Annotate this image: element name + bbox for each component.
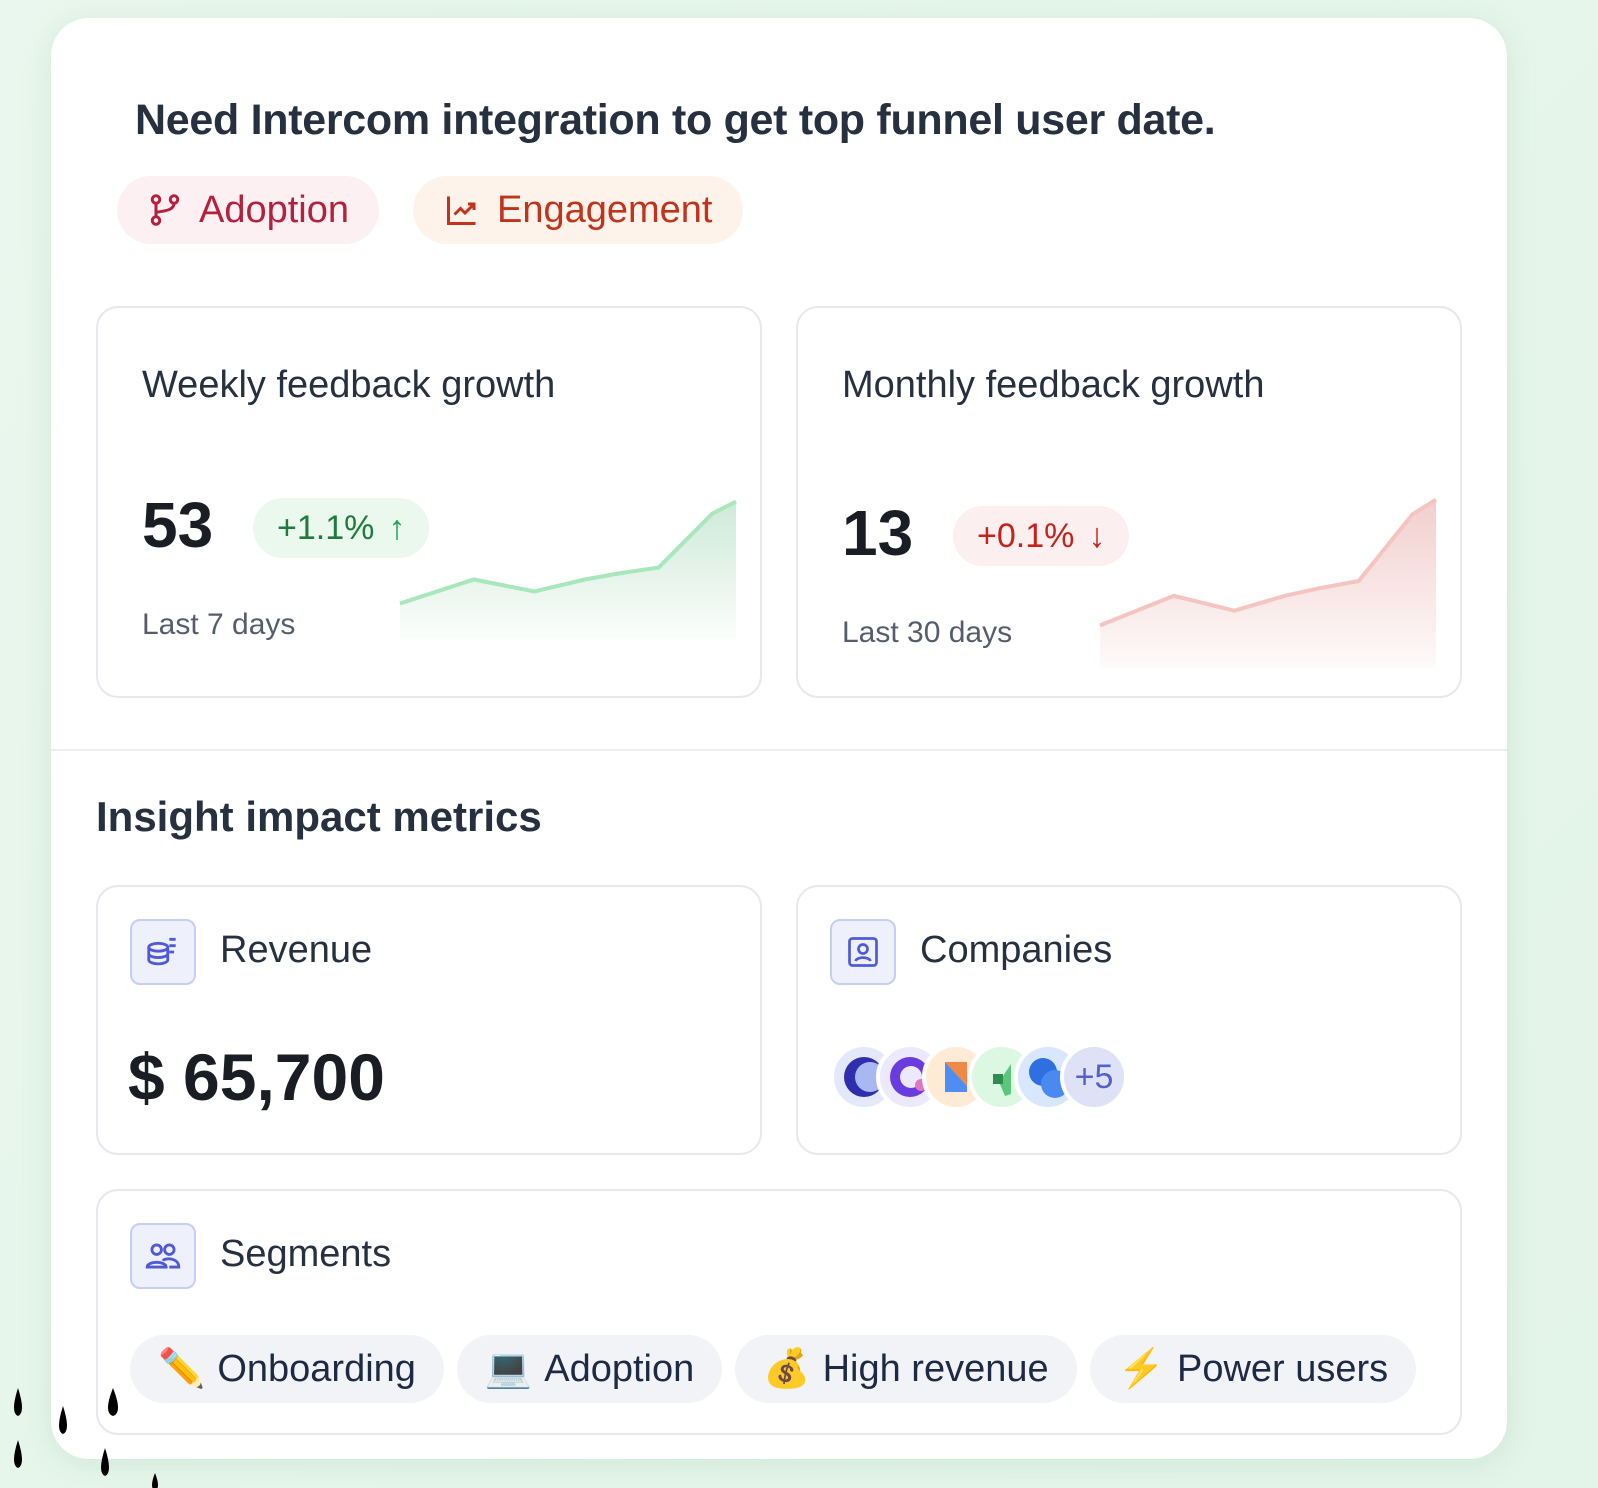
company-avatars: +5 (830, 1043, 1128, 1111)
sparkline-line (1099, 498, 1438, 628)
tag-label: Adoption (199, 188, 350, 231)
weekly-growth-panel: Weekly feedback growth 53 +1.1% ↑ Last 7… (96, 306, 762, 698)
segment-chips: ✏️ Onboarding 💻 Adoption 💰 High revenue ⚡ Po… (130, 1335, 1417, 1403)
companies-panel: Companies +5 (796, 885, 1462, 1155)
revenue-panel: Revenue $ 65,700 (96, 885, 762, 1155)
users-icon (130, 1223, 196, 1289)
insight-title: Need Intercom integration to get top fun… (135, 96, 1216, 144)
monthly-growth-panel: Monthly feedback growth 13 +0.1% ↓ Last … (796, 306, 1462, 698)
divider (51, 749, 1507, 751)
revenue-label: Revenue (220, 929, 373, 971)
money-bag-icon: 💰 (763, 1348, 811, 1390)
growth-value: 53 (142, 489, 214, 561)
sparkline-area (400, 501, 736, 638)
sparkline-line (399, 499, 737, 606)
companies-label: Companies (920, 929, 1113, 971)
arrow-down-icon: ↓ (1088, 516, 1106, 555)
tag-adoption[interactable]: Adoption (117, 176, 380, 244)
tag-label: Engagement (497, 188, 713, 231)
growth-value: 13 (842, 497, 914, 569)
section-heading: Insight impact metrics (96, 793, 542, 840)
more-count: +5 (1074, 1057, 1114, 1096)
segment-chip-adoption[interactable]: 💻 Adoption (456, 1335, 723, 1403)
chip-label: Power users (1176, 1347, 1389, 1390)
segment-chip-power-users[interactable]: ⚡ Power users (1089, 1335, 1417, 1403)
revenue-value: $ 65,700 (128, 1040, 385, 1114)
more-companies-badge[interactable]: +5 (1060, 1043, 1128, 1111)
change-badge: +0.1% ↓ (953, 506, 1130, 566)
contact-card-icon (830, 919, 896, 985)
chip-label: Onboarding (217, 1347, 416, 1390)
panel-title: Monthly feedback growth (842, 364, 1265, 406)
period-label: Last 7 days (142, 608, 296, 641)
insight-card: Need Intercom integration to get top fun… (51, 18, 1507, 1459)
git-branch-icon (150, 194, 180, 226)
pencil-icon: ✏️ (158, 1348, 206, 1390)
decorative-drops (14, 1388, 158, 1488)
segment-chip-onboarding[interactable]: ✏️ Onboarding (130, 1335, 444, 1403)
change-value: +0.1% (977, 516, 1075, 555)
segments-panel: Segments ✏️ Onboarding 💻 Adoption 💰 High re… (96, 1189, 1462, 1435)
chip-label: Adoption (544, 1347, 695, 1390)
tag-engagement[interactable]: Engagement (413, 176, 743, 244)
segment-chip-high-revenue[interactable]: 💰 High revenue (735, 1335, 1077, 1403)
change-value: +1.1% (277, 508, 375, 547)
segments-label: Segments (220, 1233, 392, 1275)
coins-icon (130, 919, 196, 985)
panel-title: Weekly feedback growth (142, 364, 556, 406)
monthly-sparkline (1099, 498, 1438, 668)
weekly-sparkline (399, 499, 737, 638)
sparkline-area (1100, 499, 1436, 668)
chip-label: High revenue (822, 1347, 1049, 1390)
line-chart-icon (447, 196, 476, 225)
change-badge: +1.1% ↑ (253, 498, 430, 558)
lightning-icon: ⚡ (1117, 1348, 1165, 1390)
arrow-up-icon: ↑ (388, 508, 406, 547)
laptop-icon: 💻 (484, 1348, 533, 1390)
period-label: Last 30 days (842, 616, 1013, 649)
